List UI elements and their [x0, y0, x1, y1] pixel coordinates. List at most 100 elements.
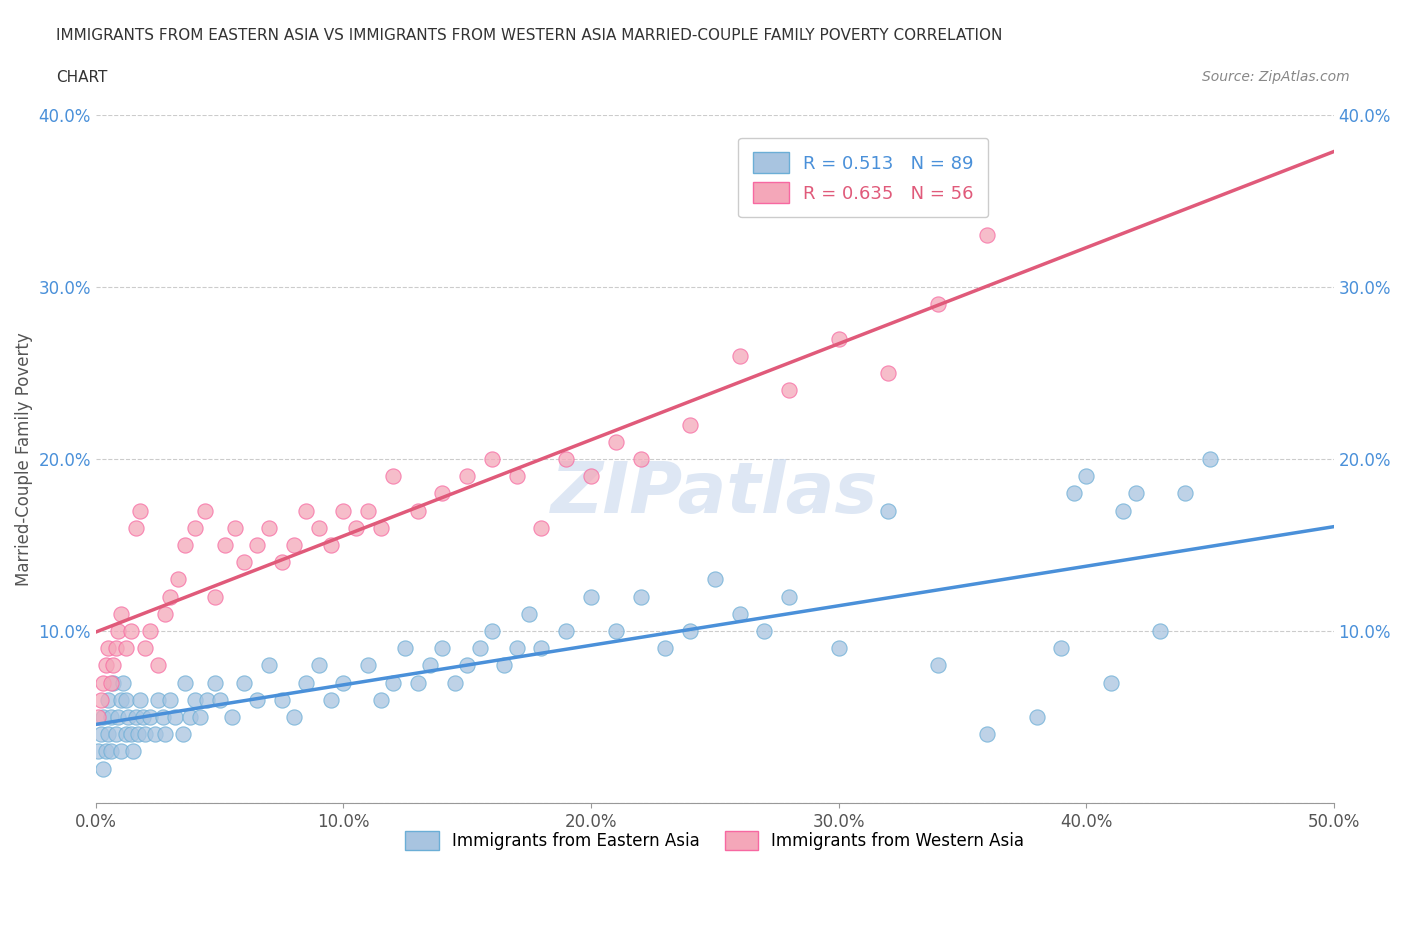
- Point: [1112, 503, 1135, 518]
- Point: [100, 744, 122, 759]
- Point: [120, 727, 142, 742]
- Point: [1199, 452, 1222, 467]
- Point: [188, 710, 211, 724]
- Point: [778, 590, 800, 604]
- Point: [481, 452, 503, 467]
- Point: [114, 727, 136, 742]
- Point: [976, 727, 998, 742]
- Text: CHART: CHART: [56, 70, 108, 85]
- Point: [93, 710, 115, 724]
- Point: [319, 538, 342, 552]
- Point: [432, 641, 454, 656]
- Point: [406, 503, 429, 518]
- Point: [270, 693, 292, 708]
- Point: [124, 521, 146, 536]
- Point: [166, 572, 188, 587]
- Point: [221, 710, 243, 724]
- Point: [530, 521, 553, 536]
- Point: [224, 521, 246, 536]
- Point: [155, 727, 177, 742]
- Point: [827, 331, 849, 346]
- Point: [155, 606, 177, 621]
- Point: [877, 365, 900, 380]
- Point: [468, 641, 491, 656]
- Point: [114, 693, 136, 708]
- Point: [93, 675, 115, 690]
- Point: [319, 693, 342, 708]
- Point: [110, 744, 132, 759]
- Point: [127, 727, 149, 742]
- Point: [283, 538, 305, 552]
- Point: [134, 641, 156, 656]
- Point: [308, 521, 330, 536]
- Point: [90, 727, 112, 742]
- Point: [630, 590, 652, 604]
- Point: [754, 624, 776, 639]
- Point: [630, 452, 652, 467]
- Point: [124, 710, 146, 724]
- Point: [129, 693, 152, 708]
- Text: Source: ZipAtlas.com: Source: ZipAtlas.com: [1202, 70, 1350, 84]
- Point: [555, 452, 578, 467]
- Point: [456, 658, 478, 673]
- Point: [295, 503, 318, 518]
- Point: [344, 521, 367, 536]
- Point: [728, 349, 751, 364]
- Point: [679, 624, 702, 639]
- Point: [117, 710, 139, 724]
- Point: [233, 555, 256, 570]
- Point: [927, 297, 949, 312]
- Point: [132, 710, 155, 724]
- Point: [114, 641, 136, 656]
- Point: [555, 624, 578, 639]
- Point: [143, 727, 166, 742]
- Point: [146, 658, 169, 673]
- Point: [927, 658, 949, 673]
- Point: [703, 572, 725, 587]
- Point: [494, 658, 516, 673]
- Point: [579, 590, 602, 604]
- Point: [110, 693, 132, 708]
- Point: [146, 693, 169, 708]
- Point: [728, 606, 751, 621]
- Point: [506, 469, 529, 484]
- Point: [432, 486, 454, 501]
- Point: [103, 658, 125, 673]
- Point: [332, 675, 354, 690]
- Point: [110, 606, 132, 621]
- Point: [104, 641, 127, 656]
- Point: [506, 641, 529, 656]
- Point: [204, 590, 226, 604]
- Point: [257, 521, 280, 536]
- Point: [295, 675, 318, 690]
- Point: [194, 503, 217, 518]
- Point: [97, 727, 120, 742]
- Point: [208, 693, 231, 708]
- Point: [1099, 675, 1122, 690]
- Point: [481, 624, 503, 639]
- Point: [332, 503, 354, 518]
- Point: [97, 641, 120, 656]
- Point: [654, 641, 676, 656]
- Point: [107, 624, 129, 639]
- Point: [976, 228, 998, 243]
- Point: [605, 434, 627, 449]
- Point: [406, 675, 429, 690]
- Point: [159, 693, 181, 708]
- Point: [1050, 641, 1073, 656]
- Point: [107, 710, 129, 724]
- Point: [1125, 486, 1147, 501]
- Point: [112, 675, 135, 690]
- Point: [174, 538, 197, 552]
- Point: [103, 675, 125, 690]
- Point: [419, 658, 441, 673]
- Point: [257, 658, 280, 673]
- Point: [381, 675, 404, 690]
- Point: [283, 710, 305, 724]
- Point: [184, 521, 207, 536]
- Point: [1149, 624, 1171, 639]
- Text: ZIPatlas: ZIPatlas: [551, 458, 879, 528]
- Point: [357, 658, 380, 673]
- Y-axis label: Married-Couple Family Poverty: Married-Couple Family Poverty: [15, 332, 32, 586]
- Point: [104, 727, 127, 742]
